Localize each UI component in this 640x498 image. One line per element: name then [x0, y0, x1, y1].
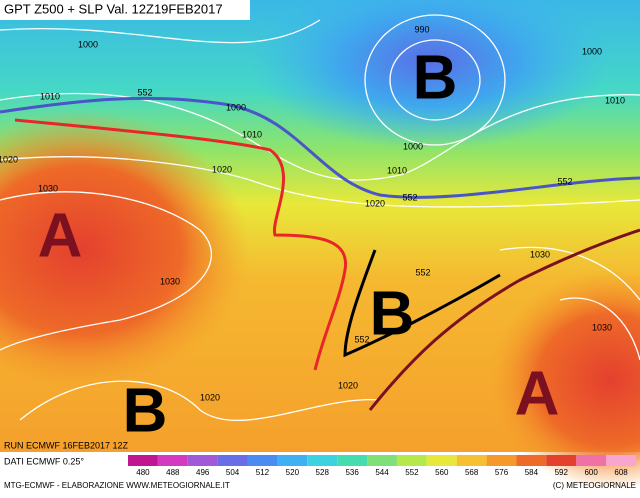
colorbar-swatch	[606, 455, 636, 466]
isobar-label: 1000	[78, 39, 98, 49]
isobar-label: 1020	[0, 154, 18, 164]
colorbar-label: 568	[465, 468, 479, 477]
isobar-label: 1030	[38, 183, 58, 193]
isobar-label: 1010	[242, 129, 262, 139]
run-info: RUN ECMWF 16FEB2017 12Z	[4, 440, 129, 450]
colorbar-swatch	[247, 455, 278, 466]
colorbar-swatch	[337, 455, 368, 466]
colorbar-label: 512	[256, 468, 270, 477]
colorbar-label: 544	[375, 468, 389, 477]
title-box	[0, 0, 250, 20]
colorbar-label: 480	[136, 468, 150, 477]
colorbar-label: 504	[226, 468, 240, 477]
isobar-label: 1030	[530, 249, 550, 259]
pressure-center: A	[515, 359, 560, 428]
height-label: 552	[415, 267, 430, 277]
title: GPT Z500 + SLP Val. 12Z19FEB2017	[4, 1, 223, 16]
colorbar-label: 584	[525, 468, 539, 477]
isobar-label: 990	[414, 24, 429, 34]
height-label: 552	[354, 334, 369, 344]
colorbar-label: 600	[584, 468, 598, 477]
isobar-label: 1000	[582, 46, 602, 56]
colorbar-label: 520	[286, 468, 300, 477]
data-info: DATI ECMWF 0.25°	[4, 456, 84, 466]
pressure-center: B	[413, 43, 458, 112]
colorbar-swatch	[396, 455, 427, 466]
colorbar-swatch	[546, 455, 577, 466]
isobar-label: 1010	[605, 95, 625, 105]
isobar-label: 1020	[338, 380, 358, 390]
colorbar-swatch	[367, 455, 397, 466]
trough-line	[14, 118, 348, 371]
isobar-label: 1030	[592, 322, 612, 332]
height-label: 552	[402, 192, 417, 202]
pressure-center: A	[38, 201, 83, 270]
colorbar-label: 528	[316, 468, 330, 477]
colorbar-label: 488	[166, 468, 180, 477]
colorbar-label: 552	[405, 468, 419, 477]
colorbar-label: 608	[614, 468, 628, 477]
isobar-label: 1000	[226, 102, 246, 112]
colorbar-label: 560	[435, 468, 449, 477]
isobar-label: 1010	[387, 165, 407, 175]
high-area	[0, 110, 250, 390]
height-552-line	[0, 96, 640, 199]
trough-line	[343, 249, 501, 358]
colorbar-swatch	[277, 455, 308, 466]
colorbar-swatch	[187, 455, 218, 466]
isobar-label: 1020	[212, 164, 232, 174]
colorbar-swatch	[307, 455, 338, 466]
colorbar-label: 576	[495, 468, 509, 477]
isobar-label: 1020	[200, 392, 220, 402]
pressure-center: B	[123, 376, 168, 445]
isobars	[0, 14, 640, 422]
colorbar-swatch	[486, 455, 517, 466]
colorbar-label: 592	[555, 468, 569, 477]
high-area	[490, 270, 640, 490]
colorbar-swatch	[456, 455, 487, 466]
colorbar-label: 536	[345, 468, 359, 477]
pressure-center: B	[370, 279, 415, 348]
ridge-line	[368, 228, 640, 411]
colorbar-swatch	[516, 455, 547, 466]
colorbar-swatch	[128, 455, 158, 466]
isobar-label: 1010	[40, 91, 60, 101]
height-label: 552	[137, 87, 152, 97]
colorbar-label: 496	[196, 468, 210, 477]
isobar-label: 1020	[365, 198, 385, 208]
height-label: 552	[557, 176, 572, 186]
credit: MTG-ECMWF - ELABORAZIONE WWW.METEOGIORNA…	[4, 481, 230, 490]
isobar-label: 1030	[160, 276, 180, 286]
colorbar-swatch	[217, 455, 248, 466]
copyright: (C) METEOGIORNALE	[553, 481, 636, 490]
isobar-label: 1000	[403, 141, 423, 151]
colorbar-swatch	[576, 455, 607, 466]
colorbar-swatch	[157, 455, 188, 466]
colorbar-swatch	[426, 455, 457, 466]
